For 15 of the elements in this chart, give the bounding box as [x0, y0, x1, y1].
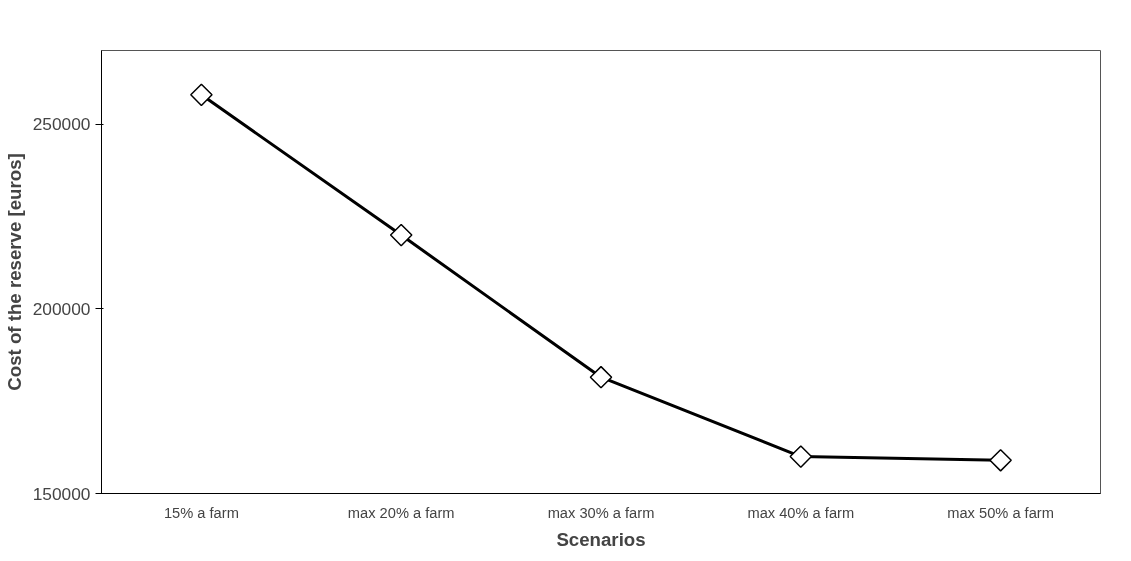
x-tick-label: max 40% a farm — [747, 504, 855, 521]
point — [989, 448, 1012, 472]
x-tick-label: max 20% a farm — [347, 504, 455, 521]
y-axis-title: Cost of the reserve [euros] — [3, 153, 25, 391]
y-tick-label: 250000 — [32, 114, 91, 135]
x-tick-label: max 50% a farm — [947, 504, 1054, 521]
x-axis-title: Scenarios — [556, 528, 646, 550]
y-tick-label: 150000 — [32, 483, 91, 504]
x-tick-label: 15% a farm — [163, 504, 239, 521]
point — [589, 365, 613, 389]
point — [190, 83, 213, 107]
point — [789, 445, 813, 468]
x-tick-label: max 30% a farm — [547, 504, 655, 521]
point — [389, 223, 413, 247]
y-tick-label: 200000 — [32, 298, 91, 319]
